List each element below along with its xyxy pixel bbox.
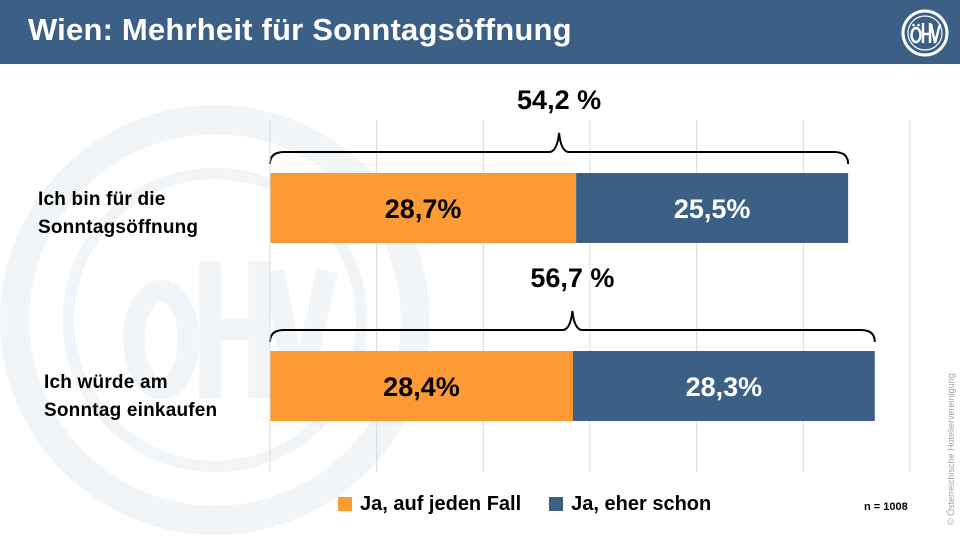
bar-data-label: 28,4%: [383, 372, 460, 402]
category-label-einkaufen: Ich würde am Sonntag einkaufen: [44, 372, 218, 421]
legend-label: Ja, auf jeden Fall: [360, 492, 522, 515]
bar-data-label: 28,7%: [385, 194, 462, 224]
bar-data-label: 25,5%: [674, 194, 751, 224]
legend-item-ja-auf-jeden-fall: Ja, auf jeden Fall: [338, 493, 521, 516]
legend-swatch: [338, 497, 352, 511]
total-label: 54,2 %: [517, 85, 602, 115]
legend: Ja, auf jeden Fall Ja, eher schon: [338, 490, 711, 518]
total-brace: [269, 310, 876, 343]
legend-swatch: [549, 497, 564, 511]
legend-label: Ja, eher schon: [571, 492, 712, 515]
oehv-logo-icon: [901, 9, 949, 57]
bar-segment: [270, 173, 577, 243]
header-bar: Wien: Mehrheit für Sonntagsöffnung: [0, 0, 960, 64]
bar-data-label: 28,3%: [686, 372, 763, 402]
bar-segment: [572, 351, 875, 421]
sample-size-note: n = 1008: [864, 501, 908, 513]
category-label-sonntagsoeffnung: Ich bin für die Sonntagsöffnung: [38, 189, 199, 238]
copyright-notice: © Österreichische Hoteliervereinigung: [946, 373, 956, 525]
legend-item-ja-eher-schon: Ja, eher schon: [549, 493, 711, 516]
page-title: Wien: Mehrheit für Sonntagsöffnung: [28, 12, 572, 47]
bar-segment: [576, 173, 849, 243]
total-label: 56,7 %: [530, 263, 615, 293]
total-brace: [269, 132, 850, 165]
bar-segment: [270, 351, 573, 421]
